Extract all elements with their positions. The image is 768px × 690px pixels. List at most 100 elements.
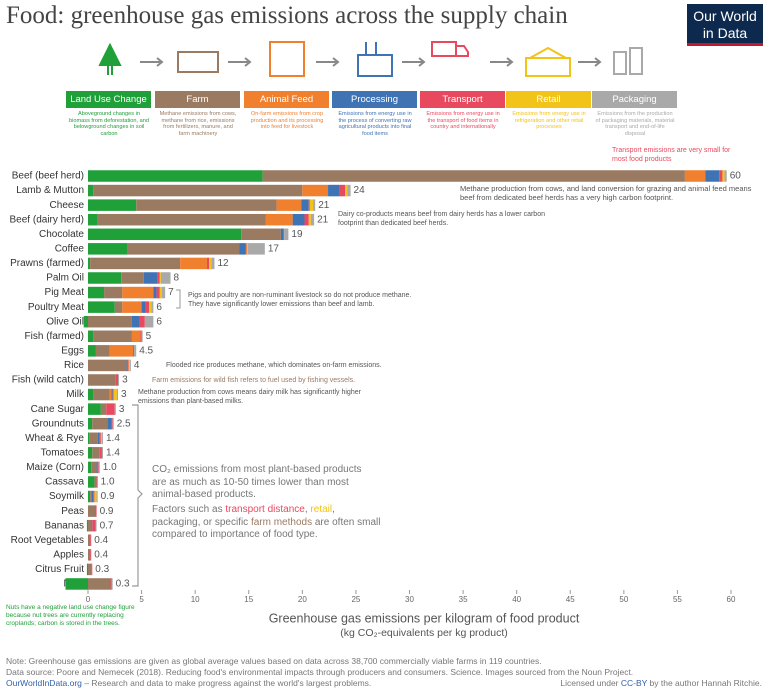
- y-tick-label: Fish (farmed): [25, 331, 84, 342]
- bar-segment: [304, 213, 309, 226]
- bar-segment: [111, 388, 113, 401]
- bar-segment: [136, 199, 277, 211]
- bar-segment: [92, 519, 96, 532]
- bar-segment: [111, 578, 113, 590]
- bar-segment: [88, 330, 94, 343]
- bar-segment: [211, 257, 215, 270]
- bar-segment: [99, 432, 101, 445]
- bar-segment: [109, 388, 112, 401]
- bar-segment: [90, 534, 92, 546]
- x-tick-label: 55: [673, 595, 682, 604]
- bar-segment: [302, 184, 329, 197]
- bar-segment: [144, 315, 154, 328]
- total-label: 1.4: [106, 433, 120, 444]
- y-tick-label: Cane Sugar: [31, 404, 85, 415]
- legend-entry: Land Use Change: [66, 91, 151, 108]
- bar-segment: [114, 403, 116, 415]
- x-tick-label: 50: [619, 595, 628, 604]
- bar-segment: [276, 199, 302, 211]
- bar-segment: [156, 286, 160, 299]
- bar-segment: [104, 286, 123, 299]
- annotation-part: are often small compared to importance o…: [152, 516, 381, 541]
- stage-description: Emissions from the production of packagi…: [595, 111, 675, 138]
- bar-segment: [100, 403, 107, 415]
- bar-segment: [128, 359, 130, 372]
- bar-segment: [206, 257, 210, 270]
- total-label: 0.3: [95, 564, 109, 575]
- x-tick-label: 5: [139, 595, 144, 604]
- annotation-part: ,: [304, 504, 311, 515]
- icon-retail: [525, 46, 571, 77]
- bar-segment: [122, 286, 154, 299]
- total-label: 3: [121, 389, 127, 400]
- bar-segment: [88, 490, 91, 503]
- x-tick-label: 0: [86, 595, 91, 604]
- bar-segment: [91, 461, 97, 474]
- bar-segment: [101, 447, 104, 459]
- bar-segment: [88, 549, 91, 561]
- y-tick-label: Chocolate: [39, 229, 84, 240]
- total-label: 6: [156, 302, 162, 313]
- license: Licensed under: [560, 678, 621, 688]
- bar-segment: [134, 345, 137, 357]
- annotation: Factors such as transport distance, reta…: [152, 504, 382, 542]
- total-label: 17: [268, 243, 280, 254]
- bar-segment: [160, 272, 171, 284]
- bar-segment: [292, 213, 305, 226]
- bar-segment: [284, 228, 289, 241]
- annotation-part: , packaging, or specific: [152, 504, 335, 528]
- bar-segment: [111, 417, 113, 430]
- bar-segment: [88, 257, 91, 270]
- bar-segment: [92, 447, 100, 459]
- bar-segment: [93, 184, 303, 197]
- annotation: Transport emissions are very small for m…: [612, 147, 731, 163]
- bar-segment: [88, 359, 127, 372]
- bar-segment: [110, 578, 112, 590]
- bar-segment: [88, 286, 105, 299]
- bar-segment: [101, 432, 104, 445]
- bar-segment: [88, 519, 92, 532]
- total-label: 8: [174, 273, 180, 284]
- total-label: 1.0: [101, 477, 115, 488]
- annotation-part: Factors such as: [152, 504, 226, 515]
- bar-segment: [88, 534, 91, 546]
- license: by the author Hannah Ritchie.: [647, 678, 762, 688]
- legend-entry: Transport: [420, 91, 505, 108]
- y-tick-label: Fish (wild catch): [12, 375, 84, 386]
- bar-segment: [106, 403, 115, 415]
- bar-segment: [159, 272, 161, 284]
- x-tick-label: 35: [459, 595, 468, 604]
- bar-segment: [345, 184, 348, 197]
- bar-segment: [127, 243, 240, 255]
- site[interactable]: OurWorldInData.org: [6, 678, 82, 688]
- bar-segment: [151, 301, 154, 313]
- bar-segment: [96, 476, 98, 488]
- bar-segment: [109, 345, 134, 357]
- bar-segment: [92, 417, 108, 430]
- bar-segment: [126, 359, 128, 372]
- y-tick-label: Palm Oil: [46, 273, 84, 284]
- total-label: 4: [134, 360, 140, 371]
- license-link[interactable]: CC-BY: [620, 678, 648, 688]
- bar-segment: [133, 345, 135, 357]
- annotation: Methane production from cows, and land c…: [460, 184, 752, 203]
- total-label: 0.4: [94, 535, 108, 546]
- bar-segment: [115, 374, 119, 386]
- total-label: 1.0: [103, 462, 117, 473]
- bar-segment: [65, 578, 88, 590]
- y-tick-label: Beef (dairy herd): [10, 214, 84, 225]
- y-tick-label: Coffee: [55, 243, 85, 254]
- bar-segment: [88, 184, 94, 197]
- total-label: 6: [156, 316, 162, 327]
- bar-segment: [705, 170, 720, 182]
- bar-segment: [122, 301, 142, 313]
- legend-entry: Processing: [332, 91, 417, 108]
- title: Food: greenhouse gas emissions across th…: [6, 2, 568, 29]
- y-tick-label: Lamb & Mutton: [16, 185, 84, 196]
- bar-segment: [347, 184, 351, 197]
- total-label: 21: [317, 214, 329, 225]
- bar-segment: [88, 199, 137, 211]
- annotation: Flooded rice produces methane, which dom…: [166, 362, 382, 369]
- y-tick-label: Cassava: [45, 477, 84, 488]
